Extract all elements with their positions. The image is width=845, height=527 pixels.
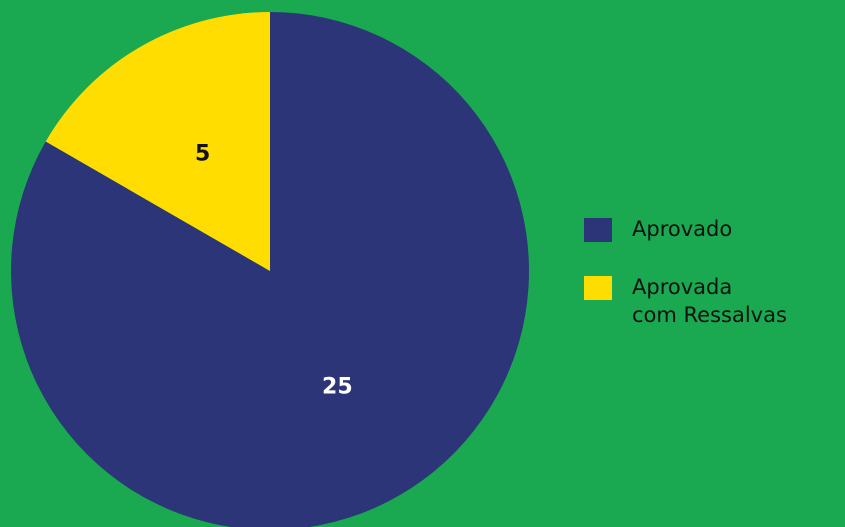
pie-slice bbox=[45, 12, 271, 271]
legend-swatch bbox=[584, 218, 612, 242]
legend-swatch bbox=[584, 276, 612, 300]
pie-slice bbox=[11, 12, 529, 527]
legend-label: Aprovada com Ressalvas bbox=[632, 275, 787, 327]
data-label: 5 bbox=[195, 141, 210, 166]
data-label: 25 bbox=[322, 375, 353, 400]
legend-label: Aprovado bbox=[632, 217, 732, 241]
